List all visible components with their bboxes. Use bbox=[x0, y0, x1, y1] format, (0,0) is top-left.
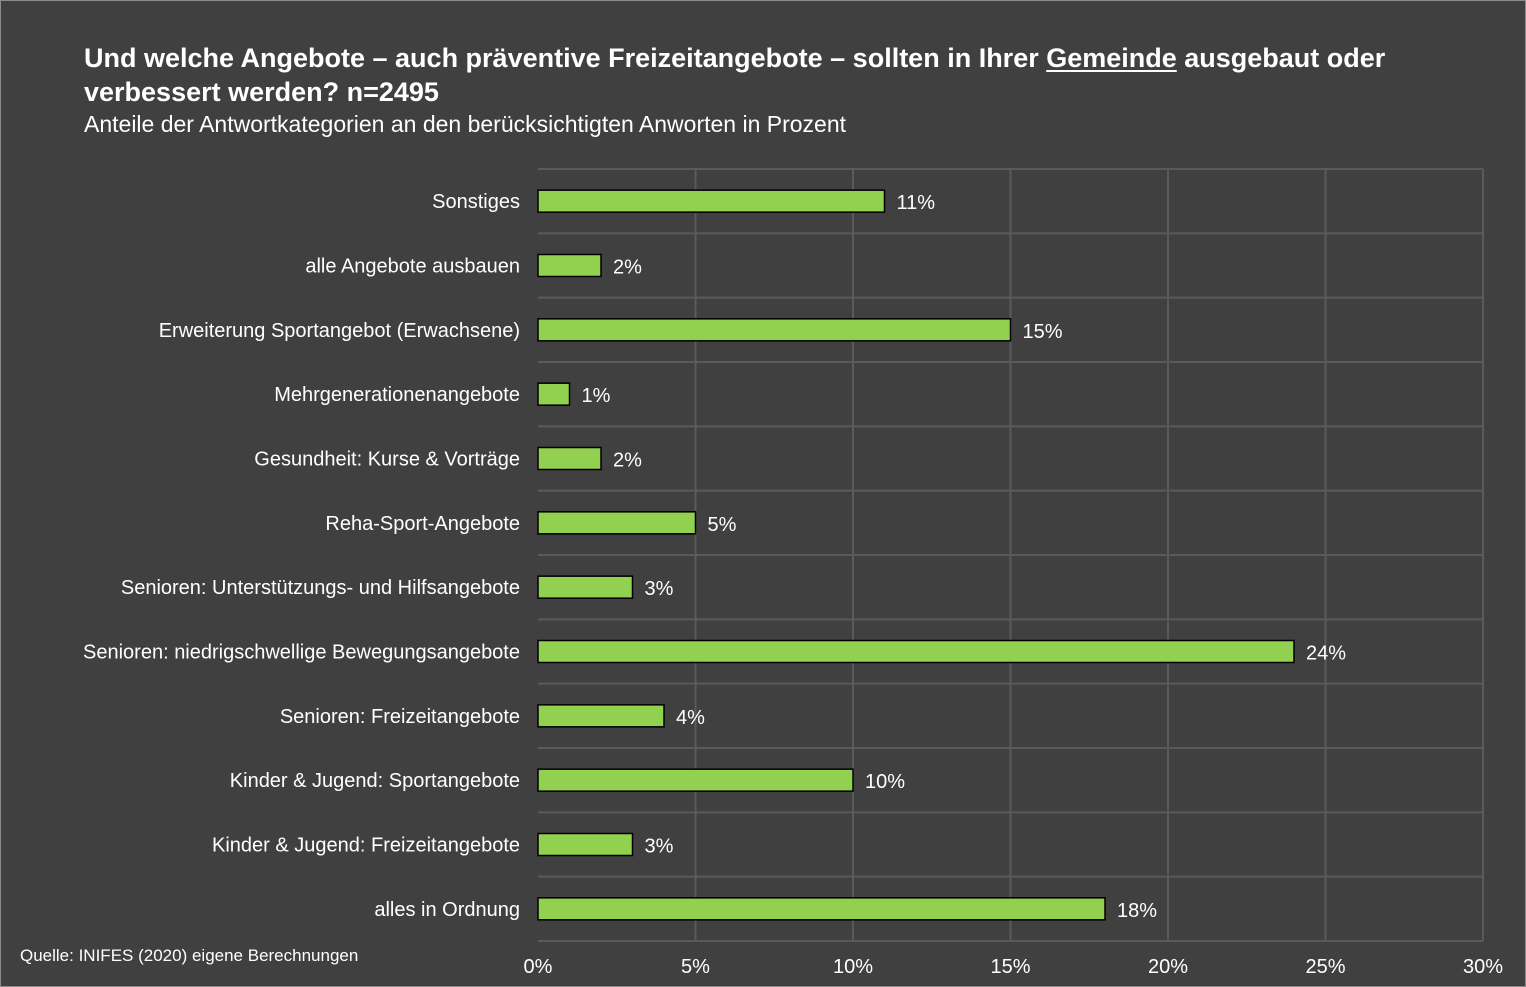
bar-2 bbox=[537, 318, 1012, 342]
category-label-7: Senioren: niedrigschwellige Bewegungsang… bbox=[83, 642, 520, 664]
data-label-9: 10% bbox=[865, 771, 905, 793]
category-label-3: Mehrgenerationenangebote bbox=[274, 384, 520, 406]
x-tick-label-0: 0% bbox=[524, 956, 553, 978]
data-label-11: 18% bbox=[1117, 900, 1157, 922]
x-tick-label-1: 5% bbox=[681, 956, 710, 978]
grid-layer bbox=[538, 168, 1484, 942]
title-underlined-word: Gemeinde bbox=[1046, 43, 1177, 73]
bar-1 bbox=[537, 253, 602, 278]
bar-4 bbox=[537, 446, 602, 471]
chart-subtitle: Anteile der Antwortkategorien an den ber… bbox=[84, 111, 847, 137]
bar-6 bbox=[537, 575, 634, 599]
data-label-2: 15% bbox=[1023, 321, 1063, 343]
category-label-1: alle Angebote ausbauen bbox=[305, 256, 520, 278]
category-label-6: Senioren: Unterstützungs- und Hilfsangeb… bbox=[121, 577, 520, 599]
bar-0 bbox=[537, 189, 886, 213]
bar-10 bbox=[537, 832, 634, 857]
source-note: Quelle: INIFES (2020) eigene Berechnunge… bbox=[20, 946, 359, 965]
chart-title: Und welche Angebote – auch präventive Fr… bbox=[84, 41, 1484, 109]
title-text-part-2: ausgebaut oder verbessert werden? n=2495 bbox=[84, 43, 1386, 107]
bar-7 bbox=[537, 639, 1295, 664]
x-tick-label-5: 25% bbox=[1305, 956, 1345, 978]
category-label-11: alles in Ordnung bbox=[374, 899, 520, 921]
category-label-8: Senioren: Freizeitangebote bbox=[280, 706, 520, 728]
category-label-4: Gesundheit: Kurse & Vorträge bbox=[254, 449, 520, 471]
data-label-0: 11% bbox=[897, 192, 936, 214]
bars-layer bbox=[537, 189, 1295, 921]
x-tick-label-3: 15% bbox=[990, 956, 1030, 978]
category-label-9: Kinder & Jugend: Sportangebote bbox=[230, 770, 520, 792]
bar-11 bbox=[537, 897, 1106, 921]
title-text-part-1: Und welche Angebote – auch präventive Fr… bbox=[84, 43, 1047, 73]
x-tick-label-2: 10% bbox=[833, 956, 873, 978]
data-label-10: 3% bbox=[645, 836, 674, 858]
bar-9 bbox=[537, 768, 854, 792]
bar-3 bbox=[537, 382, 571, 406]
data-label-4: 2% bbox=[613, 450, 642, 472]
bar-5 bbox=[537, 511, 697, 535]
data-label-1: 2% bbox=[613, 257, 642, 279]
x-tick-label-4: 20% bbox=[1148, 956, 1188, 978]
data-label-7: 24% bbox=[1306, 643, 1346, 665]
data-label-5: 5% bbox=[708, 514, 737, 536]
bar-8 bbox=[537, 704, 665, 728]
category-label-5: Reha-Sport-Angebote bbox=[325, 513, 520, 535]
category-label-10: Kinder & Jugend: Freizeitangebote bbox=[212, 835, 520, 857]
data-label-8: 4% bbox=[676, 707, 705, 729]
data-label-6: 3% bbox=[645, 578, 674, 600]
labels-layer: Sonstiges 11% alle Angebote ausbauen 2% Erwe… bbox=[83, 191, 1503, 978]
category-label-2: Erweiterung Sportangebot (Erwachsene) bbox=[159, 320, 520, 342]
category-label-0: Sonstiges bbox=[432, 191, 520, 213]
x-tick-label-6: 30% bbox=[1463, 956, 1503, 978]
data-label-3: 1% bbox=[582, 385, 611, 407]
